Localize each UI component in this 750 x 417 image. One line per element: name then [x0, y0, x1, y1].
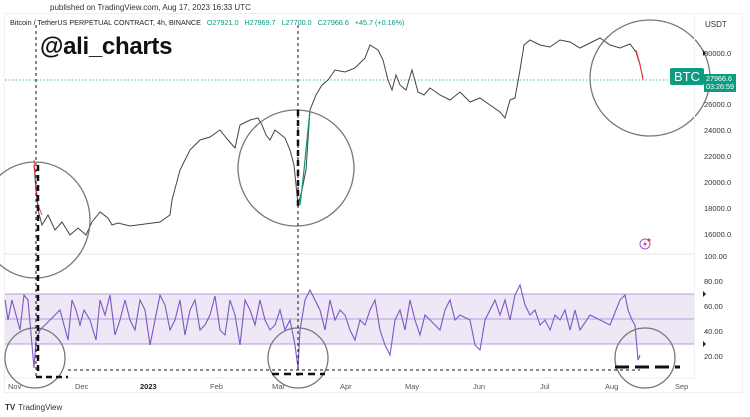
price-tick: 18000.0 — [704, 204, 732, 213]
lightning-icon[interactable] — [639, 238, 651, 250]
symbol-legend: Bitcoin / TetherUS PERPETUAL CONTRACT, 4… — [10, 18, 404, 27]
close-value: C27966.6 — [317, 18, 349, 27]
time-tick: Aug — [605, 382, 619, 391]
currency-label[interactable]: USDT — [705, 20, 727, 29]
time-tick: Nov — [8, 382, 22, 391]
high-value: H27969.7 — [244, 18, 276, 27]
tv-logo-icon: TV — [5, 403, 16, 412]
low-value: L27700.0 — [281, 18, 312, 27]
last-price: 27966.6 — [706, 74, 732, 83]
rsi-tick: 100.00 — [704, 252, 727, 261]
price-tick: 22000.0 — [704, 152, 732, 161]
time-tick: Mar — [272, 382, 285, 391]
rsi-line — [4, 283, 641, 369]
time-tick: Sep — [675, 382, 689, 391]
time-tick: 2023 — [140, 382, 157, 391]
time-tick: Jul — [540, 382, 550, 391]
price-tick: 24000.0 — [704, 126, 732, 135]
rsi-tick: 60.00 — [704, 302, 723, 311]
time-tick: Apr — [340, 382, 352, 391]
rsi-tick: 40.00 — [704, 327, 723, 336]
time-tick: Feb — [210, 382, 223, 391]
change-value: +45.7 (+0.16%) — [354, 18, 405, 27]
symbol-title: Bitcoin / TetherUS PERPETUAL CONTRACT, 4… — [10, 18, 201, 27]
published-note: published on TradingView.com, Aug 17, 20… — [50, 3, 251, 12]
price-tick: 20000.0 — [704, 178, 732, 187]
tradingview-logo[interactable]: TV TradingView — [5, 403, 62, 412]
btc-label-badge: BTC — [670, 68, 704, 85]
bar-countdown: 03:26:59 — [706, 82, 734, 91]
price-tick: 30000.0 — [704, 49, 732, 58]
brand-name: TradingView — [18, 403, 63, 412]
last-price-badge: 27966.6 03:26:59 — [704, 74, 736, 92]
time-tick: May — [405, 382, 420, 391]
time-tick: Dec — [75, 382, 89, 391]
time-tick: Jun — [473, 382, 486, 391]
author-watermark: @ali_charts — [40, 33, 173, 60]
rsi-tick: 20.00 — [704, 352, 723, 361]
price-tick: 26000.0 — [704, 100, 732, 109]
open-value: O27921.0 — [206, 18, 239, 27]
price-tick: 16000.0 — [704, 230, 732, 239]
price-line — [33, 37, 644, 236]
rsi-tick: 80.00 — [704, 277, 723, 286]
price-axis[interactable] — [694, 13, 743, 378]
